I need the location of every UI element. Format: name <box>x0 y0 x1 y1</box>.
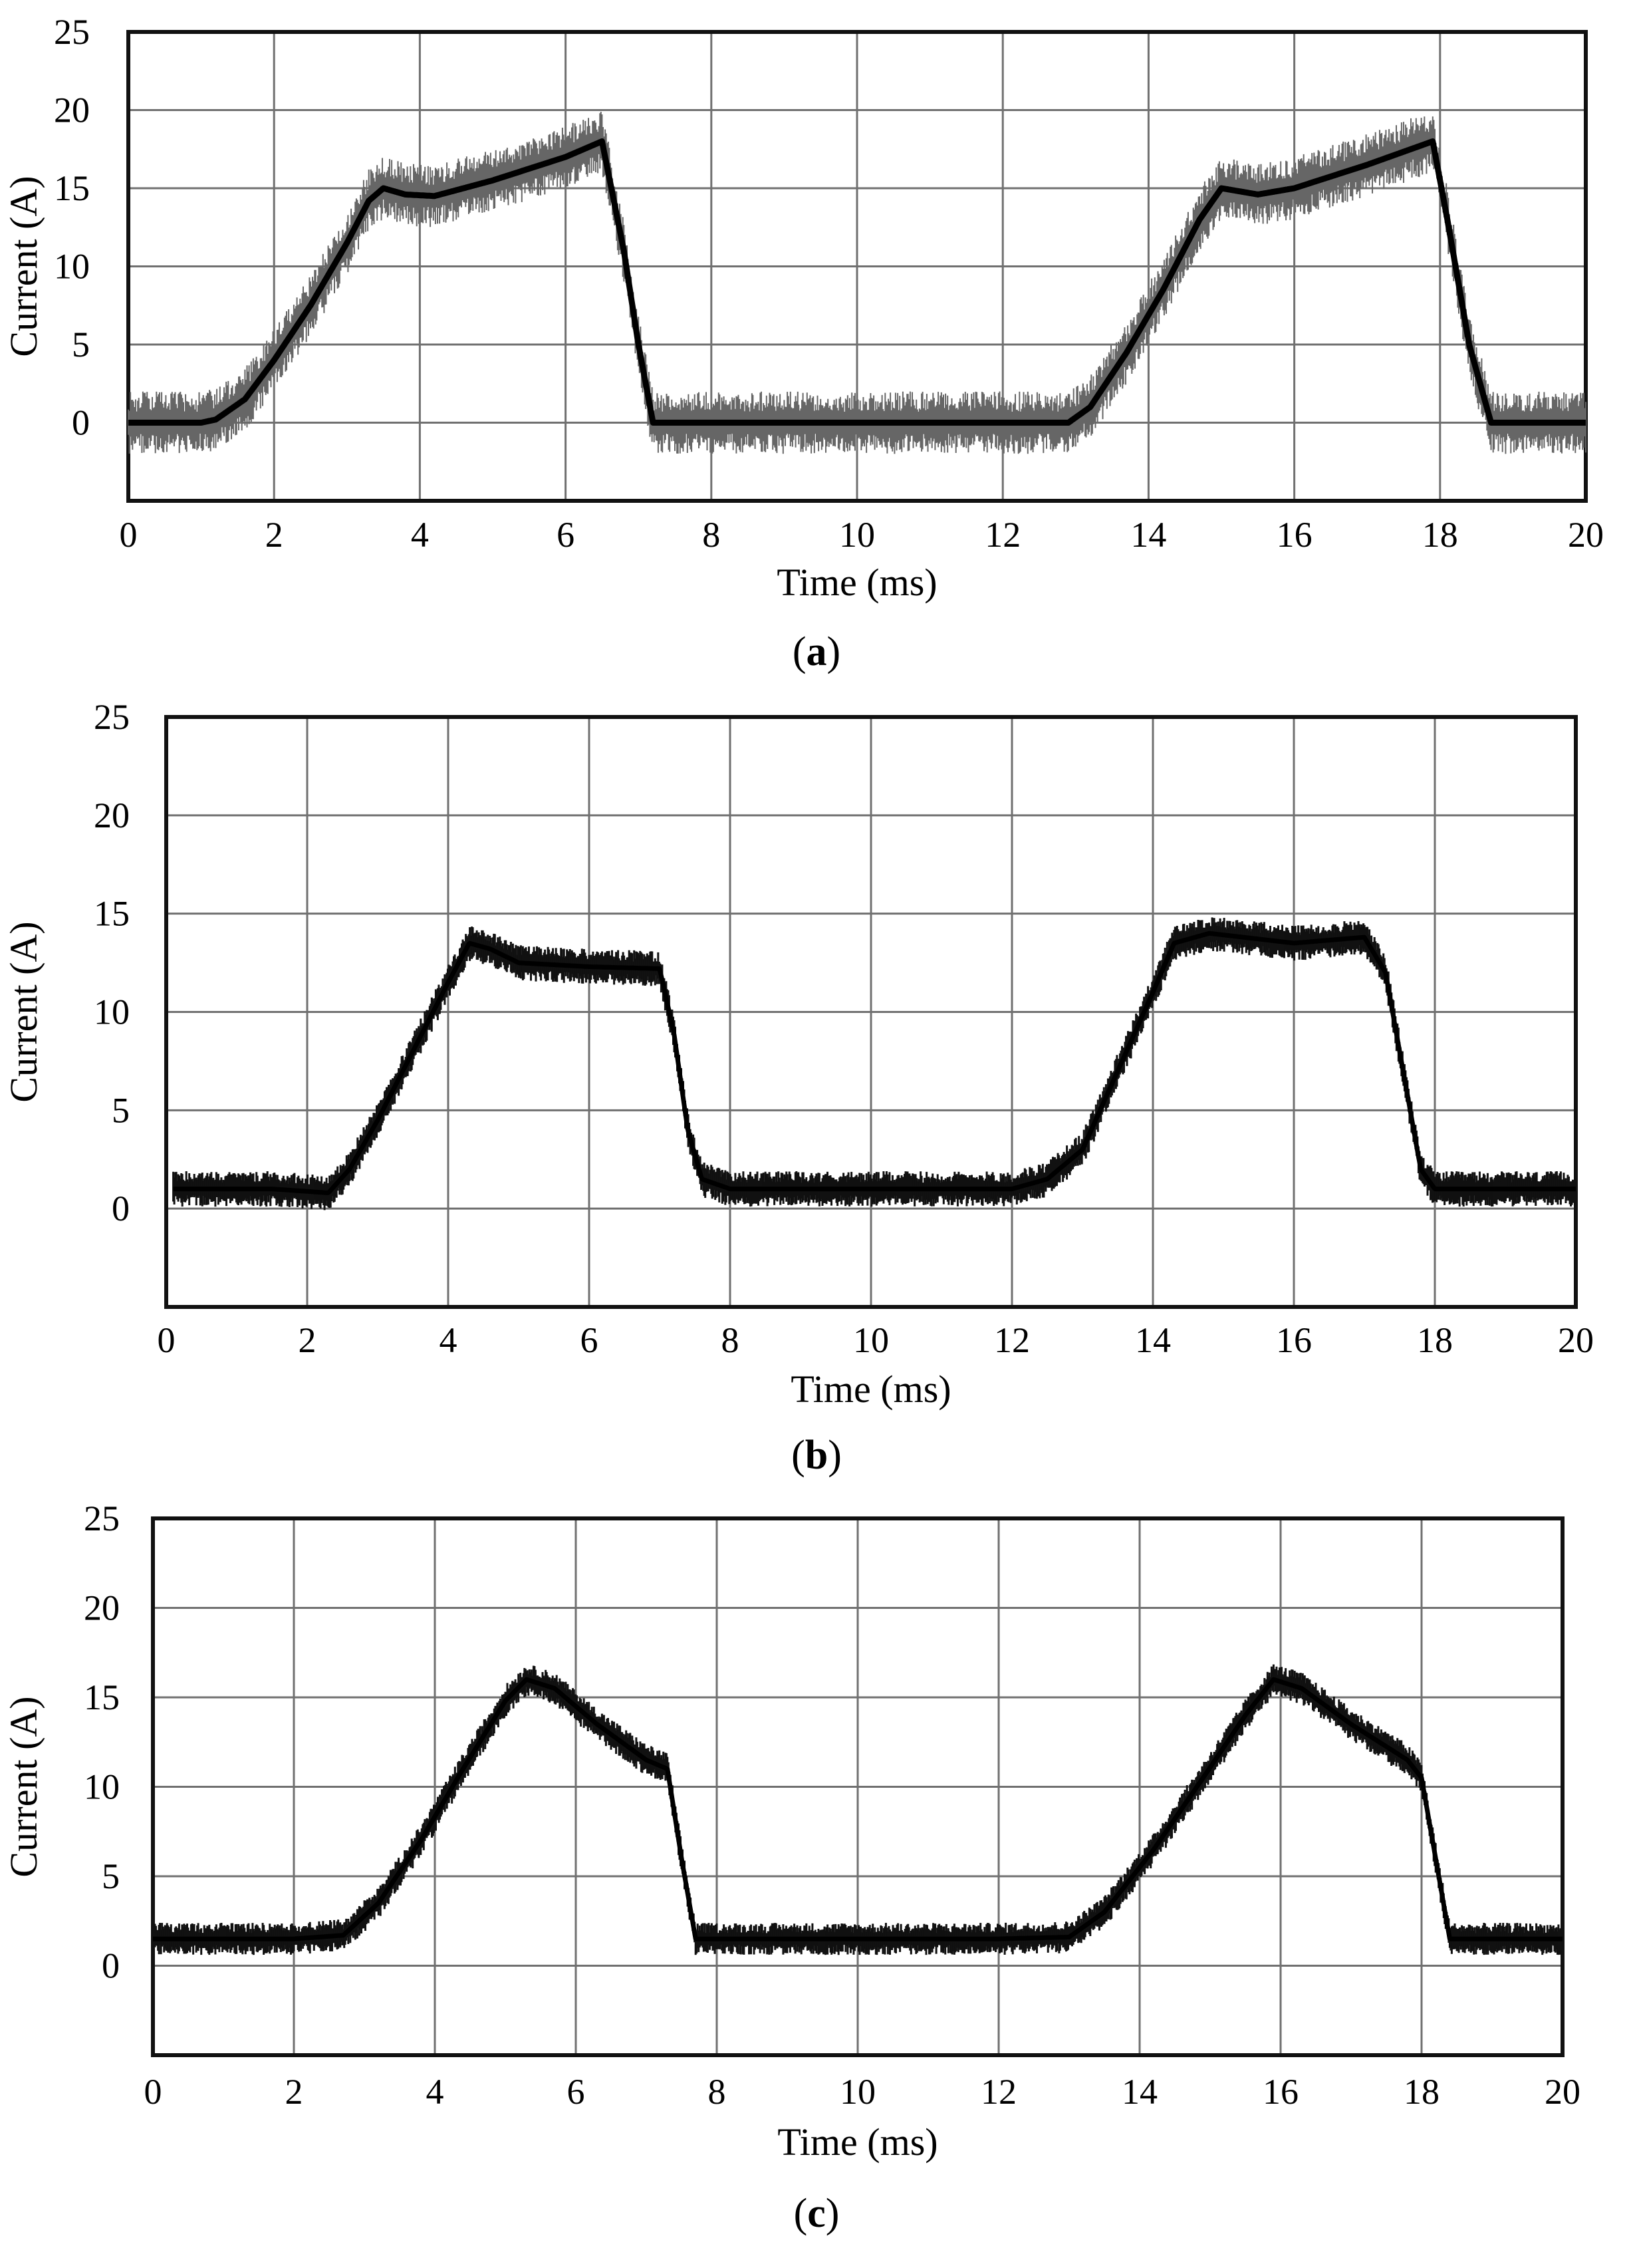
caption-close-paren: ) <box>827 629 841 674</box>
series-line <box>152 1677 1564 1941</box>
plot-frame <box>151 1516 1565 2057</box>
x-tick-label: 12 <box>985 515 1021 555</box>
caption-open-paren: ( <box>791 1433 805 1478</box>
x-tick-label: 8 <box>708 2072 726 2112</box>
series-noise-band <box>172 917 1577 1210</box>
grid <box>165 716 1577 1307</box>
caption-letter: b <box>805 1433 828 1478</box>
series-line <box>126 138 1588 426</box>
y-axis-title: Current (A) <box>2 176 45 356</box>
x-tick-label: 10 <box>840 2072 876 2112</box>
x-tick-label: 8 <box>702 515 720 555</box>
plot-frame <box>126 30 1588 503</box>
y-tick-label: 15 <box>94 894 130 934</box>
x-tick-label: 0 <box>144 2072 162 2112</box>
grid <box>152 1517 1564 2055</box>
panel-caption: (c) <box>794 2191 840 2236</box>
x-tick-label: 6 <box>557 515 574 555</box>
series-line <box>172 930 1577 1195</box>
y-tick-label: 25 <box>94 697 130 737</box>
x-tick-label: 16 <box>1277 515 1313 555</box>
x-tick-label: 16 <box>1263 2072 1299 2112</box>
chart-panel-a: 0 2 4 6 8 10 12 14 16 18 20 0 5 10 15 20 25 Time (ms) Curr… <box>2 12 1604 674</box>
y-tick-label: 25 <box>84 1498 120 1538</box>
x-tick-label: 16 <box>1276 1320 1312 1360</box>
y-tick-label: 20 <box>54 90 90 130</box>
x-tick-label: 4 <box>440 1320 457 1360</box>
x-tick-label: 0 <box>120 515 138 555</box>
y-tick-label: 15 <box>84 1677 120 1717</box>
x-tick-label: 14 <box>1130 515 1166 555</box>
x-tick-label: 12 <box>981 2072 1017 2112</box>
x-tick-label: 0 <box>158 1320 176 1360</box>
y-tick-label: 5 <box>102 1856 120 1896</box>
y-tick-label: 15 <box>54 168 90 208</box>
x-tick-label: 20 <box>1545 2072 1580 2112</box>
x-tick-label: 4 <box>426 2072 444 2112</box>
x-tick-label: 18 <box>1422 515 1458 555</box>
x-tick-label: 2 <box>299 1320 316 1360</box>
caption-open-paren: ( <box>794 2191 808 2236</box>
y-tick-label: 25 <box>54 12 90 52</box>
y-tick-label: 10 <box>94 992 130 1032</box>
x-tick-label: 14 <box>1135 1320 1171 1360</box>
caption-letter: c <box>807 2191 826 2236</box>
x-tick-label: 10 <box>853 1320 889 1360</box>
y-tick-label: 10 <box>84 1767 120 1807</box>
y-tick-label: 20 <box>84 1588 120 1628</box>
chart-panel-c: 0 2 4 6 8 10 12 14 16 18 20 0 5 10 15 20 25 Time (ms) Curr… <box>2 1498 1580 2236</box>
x-tick-label: 6 <box>567 2072 585 2112</box>
x-tick-label: 2 <box>265 515 283 555</box>
y-axis-title: Current (A) <box>2 921 45 1102</box>
caption-close-paren: ) <box>826 2191 840 2236</box>
y-tick-label: 5 <box>72 325 90 364</box>
y-tick-label: 5 <box>112 1090 130 1130</box>
x-axis-title: Time (ms) <box>777 561 937 604</box>
chart-panel-b: 0 2 4 6 8 10 12 14 16 18 20 0 5 10 15 20 25 Time (ms) Curr… <box>2 697 1594 1478</box>
y-tick-label: 0 <box>102 1946 120 1986</box>
caption-close-paren: ) <box>828 1433 842 1478</box>
y-tick-label: 10 <box>54 247 90 287</box>
x-tick-label: 6 <box>580 1320 598 1360</box>
y-axis-title: Current (A) <box>2 1696 45 1877</box>
panel-caption: (b) <box>791 1433 842 1478</box>
x-tick-label: 18 <box>1404 2072 1440 2112</box>
panel-caption: (a) <box>793 629 840 674</box>
y-tick-label: 0 <box>72 403 90 443</box>
x-tick-label: 10 <box>839 515 875 555</box>
x-tick-label: 2 <box>285 2072 303 2112</box>
caption-open-paren: ( <box>793 629 807 674</box>
x-tick-label: 12 <box>994 1320 1030 1360</box>
x-tick-label: 20 <box>1558 1320 1594 1360</box>
caption-letter: a <box>807 629 827 674</box>
x-tick-label: 8 <box>721 1320 739 1360</box>
plot-frame <box>164 715 1578 1309</box>
y-tick-label: 0 <box>112 1189 130 1228</box>
x-axis-title: Time (ms) <box>777 2120 938 2164</box>
y-tick-label: 20 <box>94 795 130 835</box>
x-tick-label: 14 <box>1122 2072 1158 2112</box>
x-tick-label: 18 <box>1417 1320 1453 1360</box>
x-axis-title: Time (ms) <box>791 1367 951 1411</box>
x-tick-label: 4 <box>411 515 429 555</box>
x-tick-label: 20 <box>1568 515 1604 555</box>
